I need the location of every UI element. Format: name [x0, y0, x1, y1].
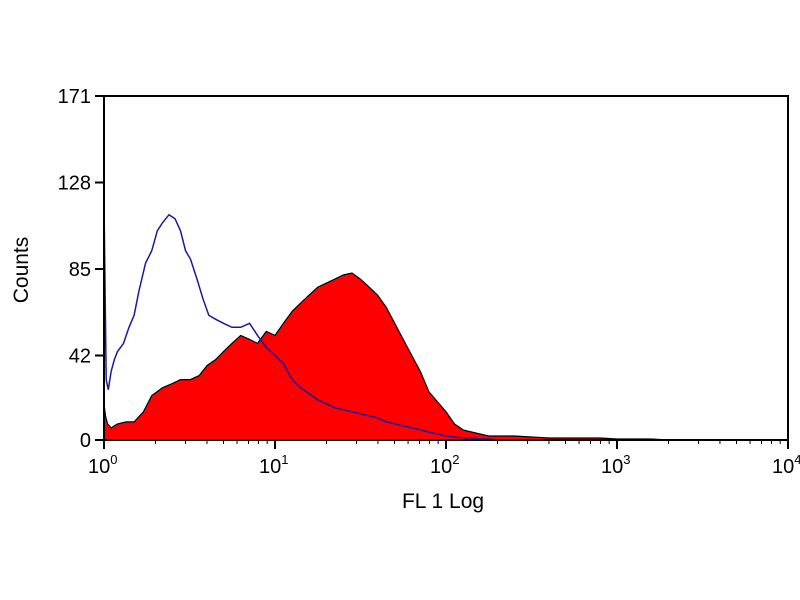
outline-histogram-series: [103, 202, 498, 441]
y-axis-title: Counts: [10, 237, 33, 304]
y-axis: 0 42 85 128 171: [58, 86, 104, 452]
y-tick-label: 0: [80, 430, 91, 452]
y-tick-label: 85: [69, 259, 91, 281]
y-tick-label: 42: [69, 346, 91, 368]
x-tick-label: 102: [430, 452, 459, 478]
filled-histogram-series: [103, 272, 669, 441]
y-tick-label: 128: [58, 173, 91, 195]
x-tick-label: 101: [259, 452, 288, 478]
x-axis: 100 101 102 103 104: [88, 440, 800, 478]
x-tick-label: 104: [772, 452, 800, 478]
x-tick-label: 100: [88, 452, 117, 478]
series-layer: [103, 202, 669, 441]
x-tick-label: 103: [601, 452, 630, 478]
y-tick-label: 171: [58, 86, 91, 108]
x-axis-title: FL 1 Log: [402, 490, 484, 513]
